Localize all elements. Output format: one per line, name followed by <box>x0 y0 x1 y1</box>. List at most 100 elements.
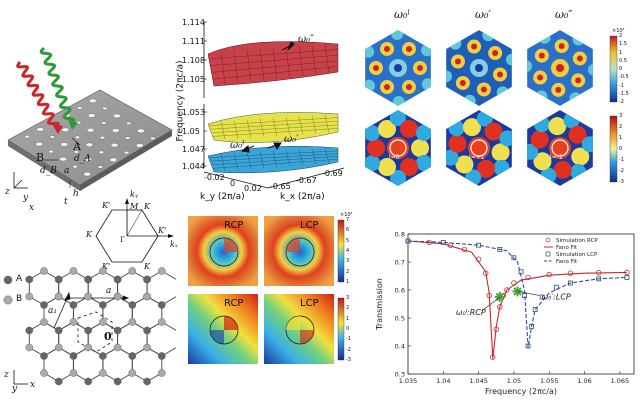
transmission-panel: 1.035 1.04 1.045 1.05 1.055 1.06 1.065 0.3 0.4 0.… <box>372 226 640 400</box>
series-1 <box>407 240 627 359</box>
hex-cb-top-tick-6: -1 <box>619 82 624 89</box>
lattice-panel: A B a₁ a 0 z y x <box>0 266 177 406</box>
axis-y: y <box>23 193 29 203</box>
x-tick-label-3: 1.05 <box>507 377 521 385</box>
x-tick-label-0: 1.035 <box>399 377 418 385</box>
lattice-cell-0 <box>28 270 60 306</box>
lattice-cell-4 <box>146 270 177 306</box>
band-mode-label-left: ω₀ˡ <box>230 140 245 151</box>
slab-axes <box>13 172 28 189</box>
lattice-cell-6 <box>72 295 104 332</box>
hex-cb-top-tick-0: 2 <box>619 33 623 39</box>
hole-1 <box>35 141 43 147</box>
bz-kprime-tl: K' <box>102 201 111 210</box>
lattice-site-11 <box>54 275 63 284</box>
y-tick-label-1: 0.4 <box>395 343 405 351</box>
x-tick-label-2: 1.045 <box>469 377 488 385</box>
hex-map-bottom-0 <box>365 110 431 186</box>
band-ytick-4: 1.053 <box>182 108 205 117</box>
lattice-axis-x: x <box>30 380 36 390</box>
hex-cb-bot-tick-2: 1 <box>619 135 623 141</box>
rcp-amplitude-map <box>188 216 258 286</box>
band-xtick-y2: 0.02 <box>244 184 262 193</box>
field-cb-top-tick-6: 1 <box>346 279 350 285</box>
hex-cb-top-tick-8: -2 <box>619 99 624 105</box>
lattice-site-53 <box>128 369 137 377</box>
lattice-cell-16 <box>102 346 133 383</box>
field-maps-panel: RCP LCP RCP LCP ×10⁴ 7 6 5 4 3 2 1 3 2 1 0 -1 -2 -3 <box>184 212 356 384</box>
y-tick-label-2: 0.5 <box>395 315 405 323</box>
label-da: d_A <box>74 154 91 164</box>
bz-ky: kᵧ <box>130 190 138 199</box>
lower-band-surface <box>207 145 339 174</box>
y-tick-label-4: 0.7 <box>395 259 405 267</box>
hole-26 <box>101 121 107 125</box>
lattice-cell-14 <box>43 346 74 383</box>
lcp-point-4 <box>511 255 517 261</box>
lattice-site-15 <box>99 301 107 309</box>
legend-text-3: Fano Fit <box>556 259 578 265</box>
lattice-cell-15 <box>72 346 104 383</box>
lattice-cell-1 <box>58 270 89 306</box>
hole-27 <box>111 128 120 133</box>
x-axis-label: Frequency (2πc/a) <box>485 387 557 396</box>
band-xtick-y0: -0.02 <box>204 173 225 182</box>
field-title-rcp-top: RCP <box>224 220 244 231</box>
hex-cb-top-tick-4: 0 <box>619 66 623 72</box>
lattice-site-39 <box>25 343 34 352</box>
band-ytick-7: 1.044 <box>182 162 205 171</box>
hole-11 <box>97 165 103 169</box>
series-3 <box>407 240 627 348</box>
lattice-site-45 <box>143 343 151 352</box>
hole-33 <box>126 121 132 125</box>
lattice-site-43 <box>113 343 122 352</box>
legend-text-2: Simulation LCP <box>556 252 598 258</box>
middle-band-surface <box>207 112 339 143</box>
lattice-site-9 <box>69 301 78 309</box>
rcp-point-15 <box>567 270 574 276</box>
lattice-site-36 <box>143 326 151 335</box>
band-xtick-x0: -0.65 <box>270 182 291 191</box>
hex-cb-bot-tick-1: 2 <box>619 124 623 130</box>
upper-band-surface <box>207 41 339 87</box>
field-cb-top-tick-3: 4 <box>346 248 350 254</box>
label-t: t <box>64 197 68 207</box>
hole-32 <box>113 113 121 119</box>
hole-13 <box>61 127 70 133</box>
hexagon-maps-panel: ω₀ˡ ω₀′ ω₀″ ×10⁴ 2 1.5 1 0.5 0 -0.5 -1 -1.5 -2 3… <box>352 6 640 190</box>
hex-map-bottom-2 <box>527 110 593 186</box>
band-ytick-2: 1.108 <box>182 56 205 65</box>
slab-front-edge <box>8 140 80 191</box>
lattice-site-21 <box>128 301 137 309</box>
bz-k-br: K <box>144 262 150 271</box>
field-cb-top-exp: ×10⁴ <box>340 212 353 218</box>
lattice-site-27 <box>143 275 151 284</box>
hex-cb-bot-tick-5: -2 <box>619 168 624 174</box>
lattice-site-26 <box>143 292 151 301</box>
hole-31 <box>102 106 108 110</box>
hole-15 <box>85 142 94 148</box>
axis-z: z <box>5 187 10 197</box>
hole-7 <box>49 135 55 139</box>
band-ytick-0: 1.114 <box>182 18 205 27</box>
hole-25 <box>87 113 96 118</box>
lattice-site-5 <box>25 275 34 284</box>
legend-b-dot <box>3 295 13 305</box>
lattice-a1: a₁ <box>48 306 57 316</box>
hole-4 <box>72 165 78 169</box>
lcp-amplitude-map <box>264 216 334 286</box>
hex-cb-top-tick-1: 1.5 <box>619 41 627 48</box>
lattice-site-42 <box>69 352 78 360</box>
field-map-grid <box>188 216 345 364</box>
hex-cb-bot-tick-3: 0 <box>619 146 623 152</box>
field-cb-top-tick-5: 2 <box>346 268 350 275</box>
annotation-star-1 <box>512 286 523 297</box>
lattice-cell-12 <box>117 321 148 357</box>
hole-6 <box>36 127 45 132</box>
label-lattice-a: a <box>64 166 70 176</box>
lattice-site-4 <box>25 292 34 301</box>
field-colorbar-top <box>337 219 345 283</box>
lattice-axes <box>13 370 28 385</box>
honeycomb-lattice <box>3 267 177 386</box>
lcp-point-10 <box>539 294 545 300</box>
